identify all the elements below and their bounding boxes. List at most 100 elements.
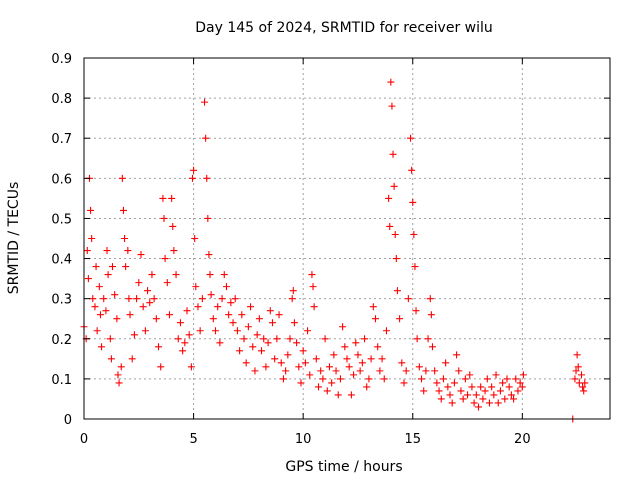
data-point-marker xyxy=(492,371,500,379)
data-point-marker xyxy=(485,399,493,407)
data-point-marker xyxy=(124,247,132,255)
data-point-marker xyxy=(299,347,307,355)
data-point-marker xyxy=(181,339,189,347)
data-point-marker xyxy=(483,375,491,383)
data-point-marker xyxy=(187,363,195,371)
y-tick-label: 0.9 xyxy=(51,52,72,67)
data-point-marker xyxy=(431,367,439,375)
data-point-marker xyxy=(323,387,331,395)
data-point-marker xyxy=(343,355,351,363)
data-point-marker xyxy=(457,387,465,395)
data-point-marker xyxy=(163,279,171,287)
data-point-marker xyxy=(367,355,375,363)
x-tick-label: 15 xyxy=(404,432,421,447)
data-point-marker xyxy=(461,375,469,383)
data-point-marker xyxy=(207,291,215,299)
data-point-marker xyxy=(216,339,224,347)
data-point-marker xyxy=(190,166,198,174)
data-point-marker xyxy=(277,359,285,367)
data-point-marker xyxy=(317,367,325,375)
data-point-marker xyxy=(146,299,154,307)
data-point-marker xyxy=(580,387,588,395)
data-point-marker xyxy=(382,327,390,335)
data-point-marker xyxy=(512,375,520,383)
data-point-marker xyxy=(459,395,467,403)
data-point-marker xyxy=(393,287,401,295)
data-point-marker xyxy=(427,311,435,319)
data-point-marker xyxy=(229,319,237,327)
data-point-marker xyxy=(288,295,296,303)
data-point-marker xyxy=(494,399,502,407)
data-point-marker xyxy=(490,391,498,399)
data-point-marker xyxy=(121,235,129,242)
data-point-marker xyxy=(275,311,283,319)
data-point-marker xyxy=(390,182,398,190)
data-point-marker xyxy=(290,319,298,327)
data-point-marker xyxy=(361,335,369,343)
data-point-marker xyxy=(209,315,217,323)
data-point-marker xyxy=(376,367,384,375)
data-point-marker xyxy=(205,251,213,259)
data-point-marker xyxy=(330,351,338,359)
data-point-marker xyxy=(135,279,143,287)
data-point-marker xyxy=(385,194,393,202)
data-point-marker xyxy=(152,315,160,323)
data-point-marker xyxy=(472,391,480,399)
data-point-marker xyxy=(479,395,487,403)
data-point-marker xyxy=(412,307,420,315)
data-point-marker xyxy=(433,379,441,387)
data-point-marker xyxy=(319,375,327,383)
data-point-marker xyxy=(369,303,377,311)
x-tick-label: 10 xyxy=(295,432,312,447)
data-point-marker xyxy=(496,387,504,395)
y-tick-label: 0.5 xyxy=(51,212,72,227)
data-point-marker xyxy=(453,351,461,359)
data-point-marker xyxy=(126,311,134,319)
data-point-marker xyxy=(157,363,165,371)
data-point-marker xyxy=(212,327,219,335)
data-point-marker xyxy=(169,222,177,230)
data-point-marker xyxy=(312,355,320,363)
data-point-marker xyxy=(198,295,206,303)
data-point-marker xyxy=(505,383,513,391)
data-point-marker xyxy=(374,343,382,351)
data-point-marker xyxy=(128,355,136,363)
data-point-marker xyxy=(378,355,386,363)
x-axis-ticks: 0 5 10 15 20 xyxy=(80,58,531,447)
data-point-marker xyxy=(87,206,95,214)
y-tick-label: 0.1 xyxy=(51,373,72,388)
data-point-marker xyxy=(125,295,133,303)
data-point-marker xyxy=(279,375,287,383)
data-point-marker xyxy=(309,283,317,291)
data-point-marker xyxy=(386,222,394,230)
data-point-marker xyxy=(293,339,301,347)
data-point-marker xyxy=(470,399,478,407)
x-tick-label: 5 xyxy=(189,432,197,447)
data-point-marker xyxy=(103,247,111,255)
data-point-marker xyxy=(159,194,167,202)
data-point-marker xyxy=(266,307,274,315)
data-point-marker xyxy=(407,134,415,142)
data-point-marker xyxy=(422,367,430,375)
data-point-marker xyxy=(420,387,428,395)
data-point-marker xyxy=(516,379,524,387)
data-point-marker xyxy=(295,363,303,371)
data-point-marker xyxy=(315,383,323,391)
data-point-marker xyxy=(144,287,152,295)
y-tick-label: 0.8 xyxy=(51,92,72,107)
data-point-marker xyxy=(325,363,333,371)
data-point-marker xyxy=(424,335,432,343)
data-point-marker xyxy=(161,255,169,263)
data-point-marker xyxy=(185,331,193,339)
data-point-marker xyxy=(468,383,476,391)
data-point-marker xyxy=(488,383,496,391)
data-point-marker xyxy=(255,315,263,323)
data-point-marker xyxy=(96,311,104,319)
data-point-marker xyxy=(286,335,294,343)
data-point-marker xyxy=(455,367,463,375)
data-point-marker xyxy=(466,371,474,379)
data-point-marker xyxy=(253,331,261,339)
data-point-marker xyxy=(282,367,290,375)
data-point-marker xyxy=(571,375,579,383)
